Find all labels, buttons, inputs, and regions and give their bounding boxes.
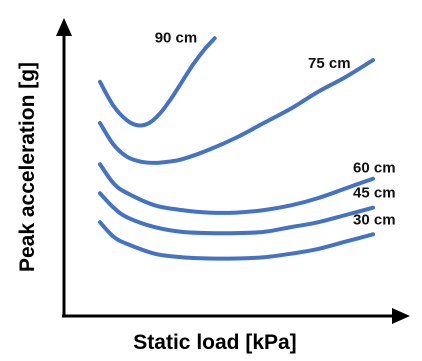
series-label-45-cm: 45 cm [353,185,396,202]
series-label-30-cm: 30 cm [353,211,396,228]
x-axis-title: Static load [kPa] [133,331,296,354]
series-line-45-cm [98,191,375,236]
series-line-75-cm [98,58,375,165]
series-label-75-cm: 75 cm [308,55,351,72]
axes [56,18,410,324]
series-line-90-cm [98,36,217,128]
series-label-60-cm: 60 cm [353,160,396,177]
x-axis-arrow [392,308,410,324]
series-layer: 90 cm 75 cm 60 cm 45 cm 30 cm [98,29,396,261]
y-axis-arrow [56,18,72,36]
series-line-30-cm [98,220,375,261]
series-line-60-cm [98,162,375,215]
series-label-90-cm: 90 cm [155,29,198,46]
y-axis-title: Peak acceleration [g] [16,62,39,272]
